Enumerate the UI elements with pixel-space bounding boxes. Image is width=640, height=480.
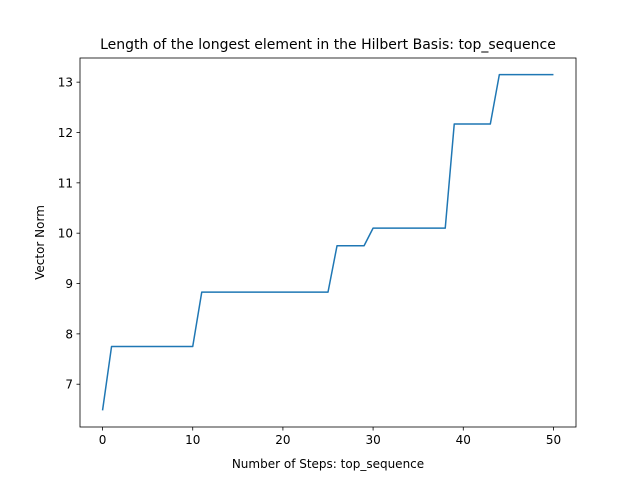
y-tick-label: 7	[65, 378, 73, 392]
y-tick-label: 11	[58, 176, 73, 190]
plot-area	[101, 73, 554, 411]
chart-title: Length of the longest element in the Hil…	[100, 37, 556, 53]
x-tick-label: 20	[275, 433, 290, 447]
x-tick-label: 50	[546, 433, 561, 447]
y-axis: 7 8 9 10 11 12 13	[58, 76, 80, 392]
y-tick-label: 12	[58, 126, 73, 140]
y-axis-label: Vector Norm	[33, 205, 47, 280]
x-tick-label: 30	[365, 433, 380, 447]
series-line	[101, 73, 554, 411]
y-tick-label: 10	[58, 227, 73, 241]
x-axis: 0 10 20 30 40 50	[99, 427, 561, 447]
y-tick-label: 13	[58, 76, 73, 90]
plot-frame	[79, 57, 577, 428]
x-tick-label: 0	[99, 433, 107, 447]
x-axis-label: Number of Steps: top_sequence	[232, 457, 424, 471]
y-tick-label: 9	[65, 277, 73, 291]
x-tick-label: 40	[456, 433, 471, 447]
y-tick-label: 8	[65, 327, 73, 341]
x-tick-label: 10	[185, 433, 200, 447]
